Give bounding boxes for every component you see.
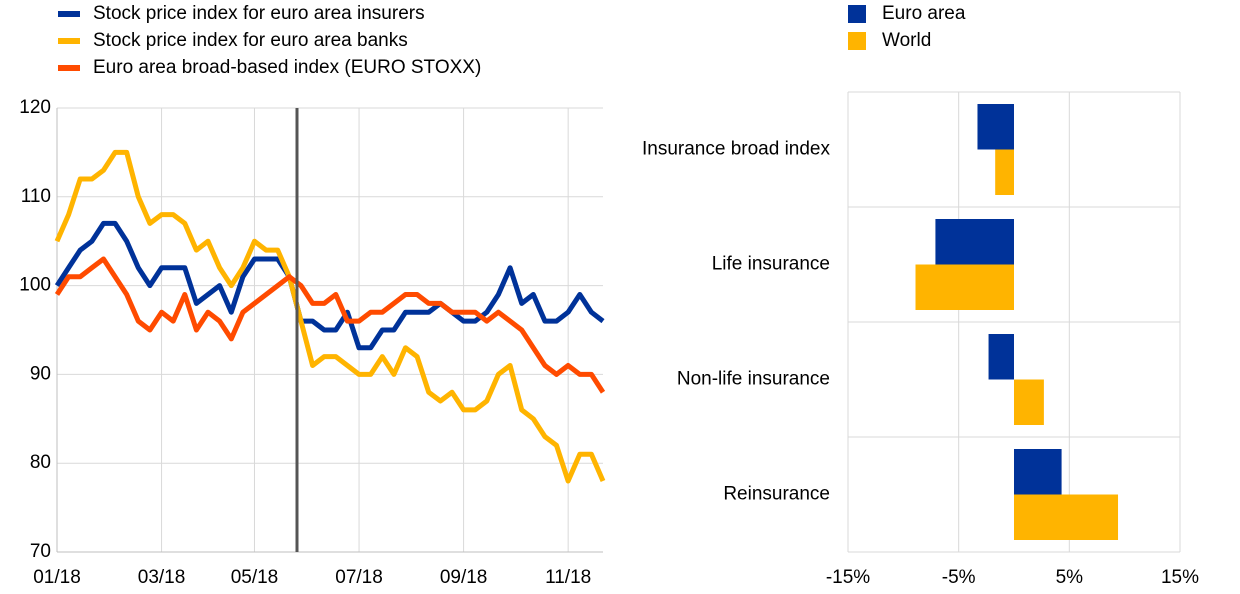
legend-swatch	[848, 5, 866, 23]
x-tick-label: 15%	[1161, 567, 1199, 588]
legend-label: Stock price index for euro area insurers	[93, 3, 425, 24]
series-line	[54, 256, 606, 394]
bar	[1014, 449, 1062, 495]
x-tick-label: -5%	[942, 567, 976, 588]
category-label: Reinsurance	[723, 484, 830, 505]
series-line	[54, 149, 606, 484]
legend-label: World	[882, 30, 931, 51]
x-tick-label: 11/18	[545, 567, 591, 588]
series-line	[54, 220, 605, 351]
x-tick-label: 5%	[1056, 567, 1084, 588]
bar	[915, 264, 1014, 310]
category-label: Non-life insurance	[677, 369, 830, 390]
y-tick-label: 80	[30, 452, 51, 473]
bar	[935, 219, 1014, 265]
bar	[988, 334, 1014, 380]
legend-label: Stock price index for euro area banks	[93, 30, 408, 51]
x-tick-label: 07/18	[335, 567, 383, 588]
y-tick-label: 120	[19, 97, 51, 118]
bar	[1014, 379, 1044, 425]
x-tick-label: 09/18	[440, 567, 488, 588]
y-tick-label: 100	[19, 275, 51, 296]
bar	[977, 104, 1014, 150]
category-label: Insurance broad index	[642, 139, 831, 160]
legend-label: Euro area broad-based index (EURO STOXX)	[93, 57, 481, 78]
x-tick-label: 03/18	[138, 567, 186, 588]
y-tick-label: 70	[30, 541, 51, 562]
legend-swatch	[848, 32, 866, 50]
y-tick-label: 90	[30, 363, 51, 384]
x-tick-label: -15%	[826, 567, 870, 588]
y-tick-label: 110	[21, 186, 51, 207]
category-label: Life insurance	[712, 254, 830, 275]
bar	[995, 149, 1014, 195]
x-tick-label: 05/18	[231, 567, 279, 588]
legend-label: Euro area	[882, 3, 966, 24]
bar	[1014, 494, 1119, 540]
x-tick-label: 01/18	[33, 567, 81, 588]
